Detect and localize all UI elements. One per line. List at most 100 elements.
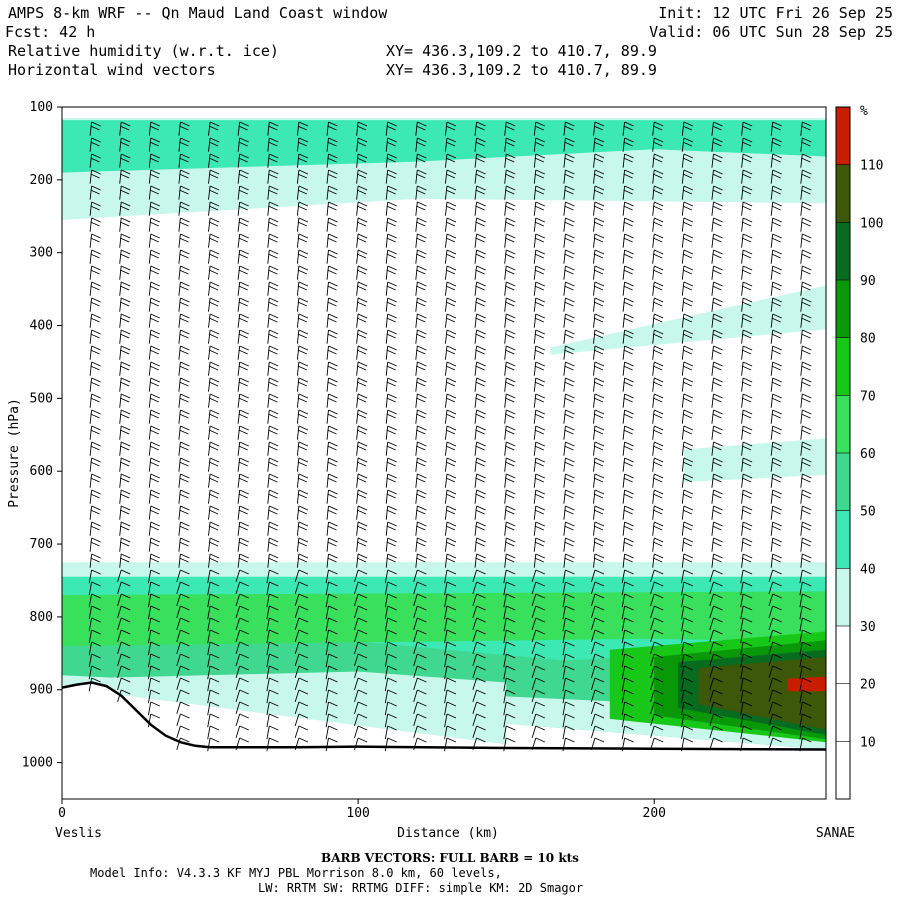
wind-barb-flag (623, 205, 633, 211)
wind-barb-flag (624, 345, 634, 351)
wind-barb-flag (624, 281, 634, 287)
wind-barb-flag (91, 345, 101, 351)
wind-barb-shaft (267, 361, 270, 376)
wind-barb-flag (298, 489, 309, 495)
wind-barb-shaft (593, 185, 596, 200)
header-forecast-hour: Fcst: 42 h (5, 23, 95, 41)
wind-barb-flag (387, 701, 397, 707)
wind-barb-flag (387, 425, 397, 431)
wind-barb-shaft (237, 377, 241, 392)
wind-barb-shaft (178, 137, 181, 152)
wind-barb-flag (120, 253, 130, 259)
wind-barb-flag (683, 689, 694, 695)
wind-barb-shaft (444, 505, 448, 520)
wind-barb-shaft (800, 409, 803, 424)
wind-barb-flag (593, 429, 604, 435)
wind-barb-flag (269, 297, 279, 303)
wind-barb-flag (121, 233, 131, 239)
wind-barb-shaft (444, 713, 448, 728)
wind-barb-shaft (622, 153, 626, 168)
wind-barb-shaft (504, 233, 507, 248)
wind-barb-shaft (444, 377, 448, 392)
wind-barb-shaft (622, 553, 626, 568)
wind-barb-flag (506, 641, 516, 647)
wind-barb-flag (505, 253, 515, 259)
wind-barb-flag (535, 553, 545, 559)
wind-barb-shaft (385, 169, 389, 184)
wind-barb-flag (149, 125, 159, 131)
wind-barb-flag (712, 477, 722, 483)
wind-barb-flag (446, 689, 457, 695)
wind-barb-flag (682, 301, 693, 307)
wind-barb-shaft (296, 217, 300, 232)
wind-barb-flag (239, 677, 249, 683)
wind-barb-shaft (533, 393, 537, 408)
wind-barb-flag (386, 141, 396, 147)
wind-barb-shaft (148, 233, 152, 248)
wind-barb-shaft (652, 201, 655, 216)
wind-barb-shaft (208, 489, 211, 504)
wind-barb-shaft (325, 701, 329, 716)
wind-barb-flag (624, 169, 634, 175)
wind-barb-flag (653, 157, 663, 163)
wind-barb-flag (741, 269, 752, 275)
wind-barb-flag (209, 169, 220, 175)
wind-barb-flag (741, 429, 752, 435)
wind-barb-shaft (385, 553, 389, 568)
wind-barb-flag (149, 525, 159, 531)
wind-barb-shaft (533, 473, 537, 488)
wind-barb-shaft (531, 713, 537, 727)
wind-barb-flag (505, 557, 515, 563)
wind-barb-flag (712, 285, 722, 291)
wind-barb-flag (298, 169, 309, 175)
wind-barb-shaft (384, 677, 389, 692)
wind-barb-shaft (531, 569, 537, 583)
wind-barb-flag (239, 153, 249, 159)
wind-barb-shaft (709, 629, 714, 643)
wind-barb-shaft (415, 169, 418, 184)
wind-barb-shaft (741, 361, 744, 376)
wind-barb-flag (593, 221, 604, 227)
wind-barb-flag (564, 429, 574, 435)
wind-barb-shaft (770, 121, 774, 136)
wind-barb-flag (593, 557, 604, 563)
wind-barb-shaft (622, 329, 626, 344)
wind-barb-flag (446, 169, 457, 175)
wind-barb-flag (386, 173, 396, 179)
wind-barb-flag (741, 365, 752, 371)
wind-barb-flag (476, 537, 486, 543)
wind-barb-flag (239, 473, 249, 479)
wind-barb-flag (357, 345, 368, 351)
wind-barb-flag (121, 265, 131, 271)
wind-barb-shaft (741, 489, 744, 504)
wind-barb-shaft (652, 137, 655, 152)
wind-barb-flag (476, 641, 486, 647)
wind-barb-shaft (267, 377, 270, 392)
wind-barb-shaft (147, 569, 152, 584)
wind-barb-flag (741, 525, 752, 531)
wind-barb-shaft (266, 737, 270, 752)
wind-barb-shaft (768, 581, 774, 595)
wind-barb-shaft (800, 553, 803, 568)
wind-barb-flag (386, 205, 396, 211)
wind-barb-flag (653, 381, 663, 387)
wind-barb-flag (209, 725, 220, 731)
wind-barb-flag (624, 249, 634, 255)
wind-barb-shaft (652, 329, 655, 344)
wind-barb-shaft (622, 473, 626, 488)
wind-barb-shaft (208, 457, 211, 472)
wind-barb-shaft (384, 737, 389, 752)
wind-barb-shaft (740, 725, 744, 740)
wind-barb-flag (239, 725, 249, 731)
wind-barb-shaft (740, 569, 744, 584)
wind-barb-flag (297, 221, 308, 227)
wind-barb-flag (90, 445, 100, 451)
wind-barb-flag (801, 205, 811, 211)
wind-barb-shaft (326, 473, 329, 488)
wind-barb-shaft (415, 345, 418, 360)
wind-barb-flag (297, 205, 308, 211)
wind-barb-flag (475, 445, 485, 451)
wind-barb-flag (121, 393, 131, 399)
wind-barb-shaft (533, 505, 537, 520)
wind-barb-shaft (652, 169, 655, 184)
